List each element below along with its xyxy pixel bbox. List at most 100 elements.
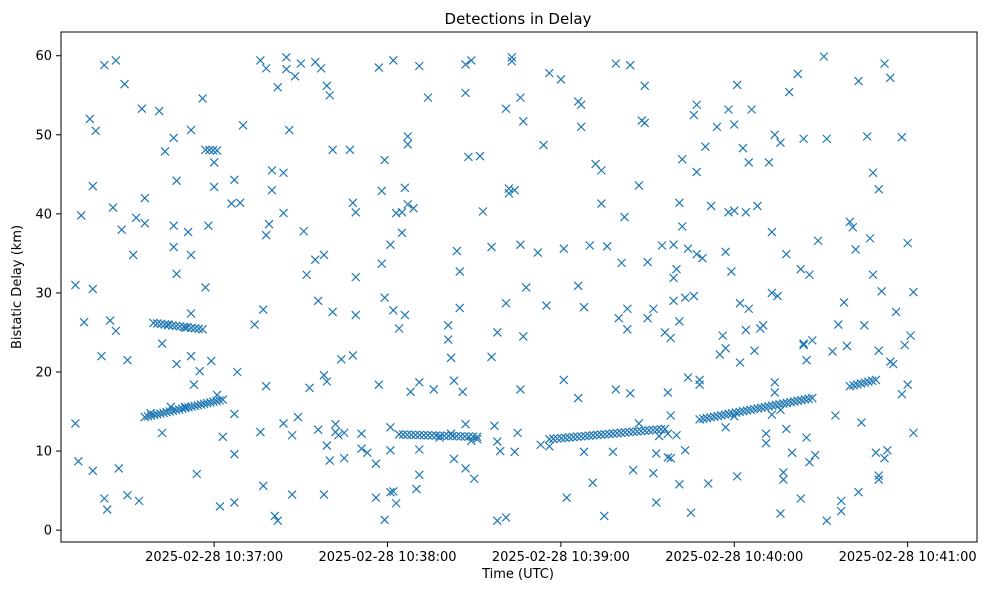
scatter-point	[559, 375, 569, 385]
scatter-point	[822, 516, 832, 526]
track-point	[656, 424, 666, 434]
scatter-point	[325, 456, 335, 465]
track-point	[695, 415, 705, 424]
scatter-point	[91, 126, 101, 136]
scatter-point	[625, 388, 635, 398]
track-point	[596, 430, 606, 440]
scatter-point	[117, 225, 127, 235]
scatter-point	[293, 412, 303, 422]
scatter-point	[706, 201, 716, 211]
scatter-point	[784, 87, 794, 97]
scatter-point	[250, 320, 260, 329]
scatter-point	[310, 255, 320, 265]
scatter-point	[871, 448, 881, 458]
scatter-point	[218, 432, 228, 442]
scatter-point	[478, 207, 488, 216]
scatter-point	[689, 291, 699, 301]
track-point	[786, 397, 795, 407]
scatter-point	[186, 351, 196, 361]
scatter-point	[802, 355, 811, 365]
scatter-point	[695, 380, 705, 390]
scatter-point	[625, 60, 635, 70]
scatter-point	[669, 273, 679, 283]
scatter-point	[172, 176, 182, 186]
scatter-point	[674, 198, 684, 208]
scatter-point	[461, 88, 470, 98]
scatter-point	[683, 373, 693, 382]
track-point	[190, 323, 200, 333]
scatter-point	[134, 496, 144, 506]
scatter-point	[163, 320, 173, 329]
scatter-point	[449, 454, 459, 464]
track-point	[212, 146, 222, 156]
scatter-point	[906, 331, 915, 341]
scatter-point	[900, 340, 910, 350]
scatter-point	[891, 307, 901, 317]
scatter-point	[865, 233, 875, 243]
scatter-point	[79, 317, 89, 327]
y-tick-label: 50	[35, 128, 52, 143]
scatter-point	[97, 351, 106, 361]
scatter-point	[833, 320, 843, 329]
scatter-point	[729, 411, 739, 421]
scatter-point	[452, 246, 462, 256]
scatter-point	[180, 402, 190, 412]
scatter-point	[160, 146, 170, 156]
scatter-point	[492, 328, 502, 337]
scatter-point	[229, 449, 239, 459]
scatter-point	[322, 377, 332, 386]
track-point	[698, 414, 708, 424]
scatter-point	[799, 134, 809, 144]
scatter-point	[374, 63, 384, 73]
track-point	[804, 394, 814, 404]
track-point	[746, 405, 755, 415]
scatter-point	[559, 244, 569, 254]
track-point	[749, 404, 759, 414]
scatter-point	[516, 93, 525, 103]
x-tick-label: 2025-02-28 10:37:00	[145, 550, 283, 565]
scatter-point	[663, 452, 673, 462]
scatter-point	[443, 320, 453, 330]
scatter-point	[140, 218, 150, 228]
scatter-point	[466, 56, 476, 65]
scatter-point	[180, 323, 190, 333]
y-axis: 0 10 20 30 40 50 60	[35, 49, 61, 539]
scatter-point	[128, 250, 138, 260]
scatter-point	[868, 270, 878, 280]
scatter-point	[880, 453, 889, 463]
track-point	[632, 426, 642, 436]
scatter-point	[287, 490, 297, 499]
track-point	[735, 407, 745, 417]
scatter-point	[828, 347, 837, 356]
plot-frame	[60, 31, 978, 543]
scatter-point	[724, 105, 733, 114]
scatter-point	[501, 104, 511, 114]
scatter-point	[388, 56, 398, 65]
scatter-point	[140, 193, 150, 203]
track-point	[406, 430, 416, 440]
track-point	[756, 403, 766, 413]
scatter-point	[663, 388, 673, 397]
y-axis-label: Bistatic Delay (km)	[10, 225, 25, 349]
scatter-point	[874, 475, 884, 484]
track-point	[767, 401, 777, 411]
track-point	[464, 432, 474, 442]
scatter-point	[761, 438, 771, 448]
scatter-point	[611, 59, 621, 69]
y-tick-label: 60	[35, 49, 52, 64]
scatter-point	[319, 490, 329, 499]
scatter-point	[406, 387, 416, 397]
scatter-point	[862, 131, 872, 141]
scatter-point	[380, 155, 390, 165]
scatter-point	[796, 264, 806, 274]
y-tick-label: 0	[44, 524, 52, 539]
scatter-point	[313, 296, 323, 306]
scatter-point	[804, 270, 814, 280]
scatter-point	[186, 309, 196, 318]
scatter-point	[698, 253, 707, 263]
scatter-point	[487, 242, 496, 252]
scatter-point	[845, 217, 855, 227]
scatter-point	[120, 79, 129, 89]
x-tick-label: 2025-02-28 10:41:00	[839, 550, 977, 565]
